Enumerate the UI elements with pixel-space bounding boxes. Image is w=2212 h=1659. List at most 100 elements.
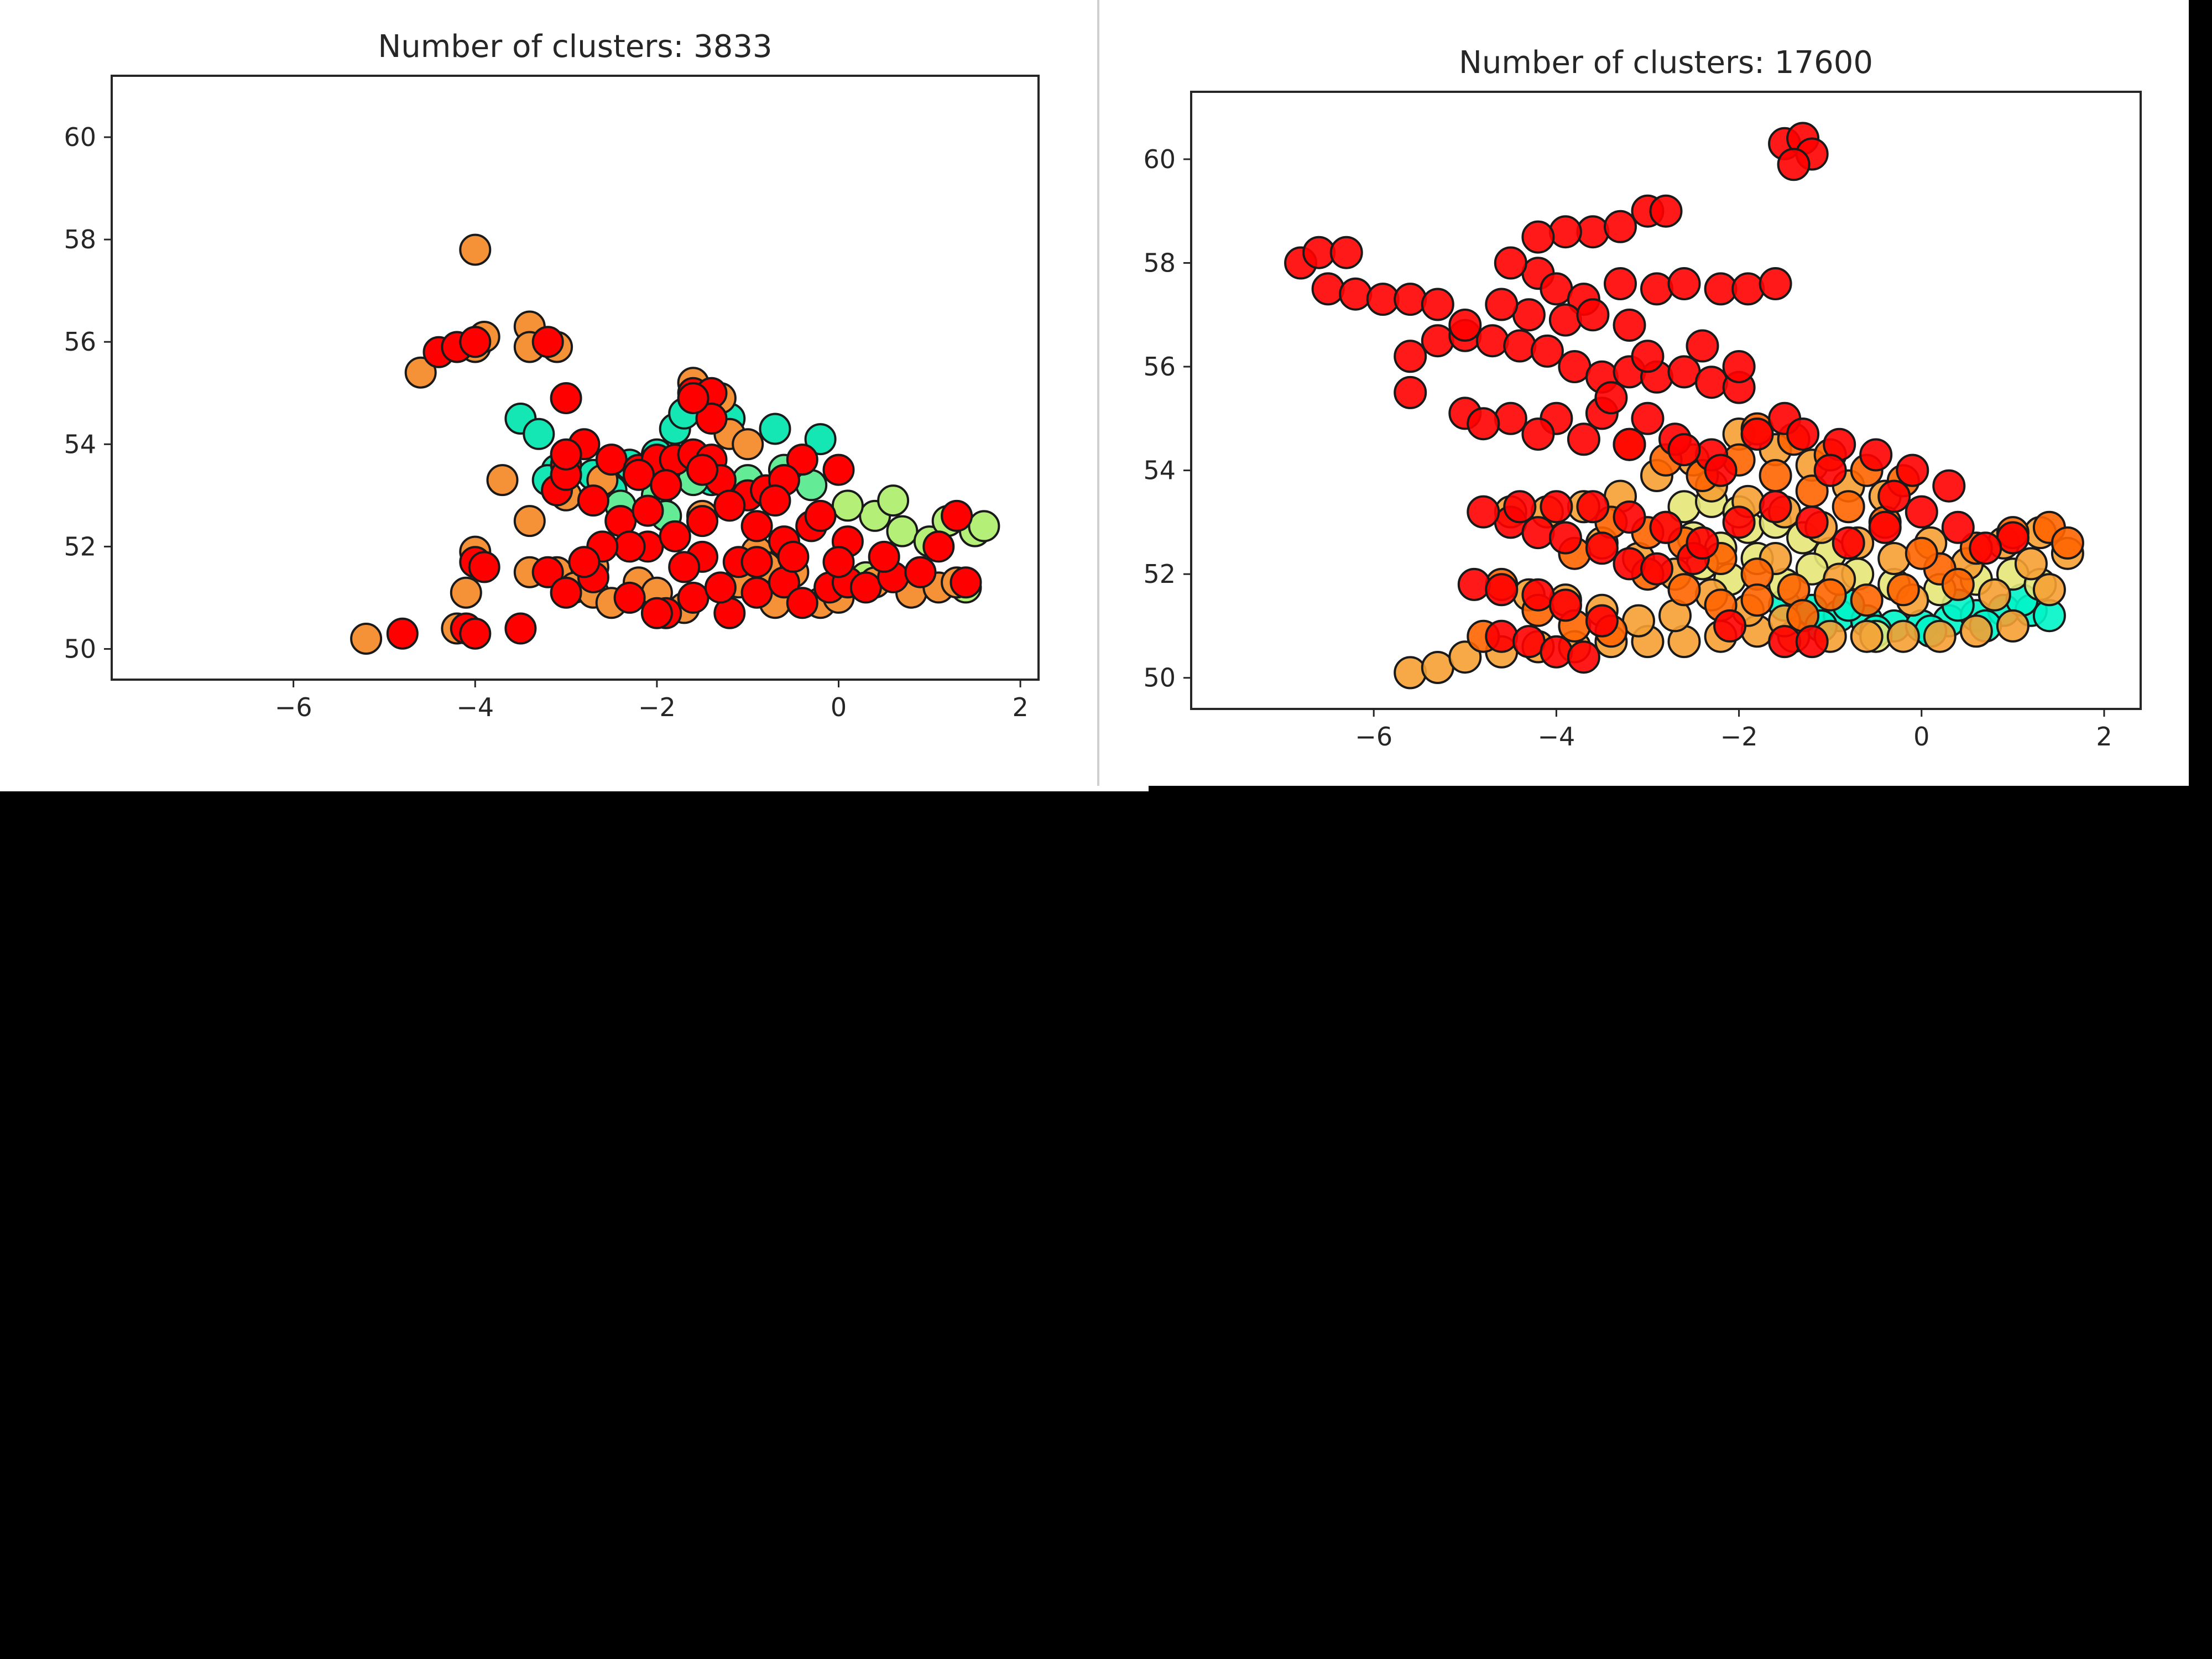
scatter-point [1394, 283, 1427, 316]
right-scatter-chart: Number of clusters: 17600 −6 −4 −2 0 2 50 52 54… [1143, 45, 2142, 752]
y-tick-label: 58 [1143, 248, 1176, 278]
scatter-point [1512, 298, 1546, 332]
scatter-point [1467, 495, 1500, 529]
scatter-point [1832, 526, 1865, 560]
x-tick-label: −4 [1537, 722, 1575, 752]
scatter-point [668, 551, 701, 583]
scatter-point [1594, 381, 1628, 415]
scatter-point [1667, 267, 1701, 300]
scatter-point [922, 530, 955, 563]
scatter-point [1740, 583, 1774, 617]
scatter-point [1485, 288, 1519, 321]
x-tick-label: −6 [1355, 722, 1392, 752]
scatter-point [1421, 324, 1454, 358]
scatter-point [1485, 619, 1519, 653]
scatter-point [1959, 614, 1993, 648]
scatter-point [577, 484, 609, 517]
x-tick-label: 2 [2096, 722, 2112, 752]
axes-frame [1190, 91, 2142, 710]
scatter-point [2032, 573, 2066, 607]
scatter-point [1540, 635, 1573, 669]
scatter-point [523, 418, 555, 450]
scatter-point [1722, 505, 1756, 539]
scatter-point [1640, 272, 1673, 306]
scatter-point [1494, 401, 1527, 435]
scatter-point [822, 453, 855, 486]
scatter-point [1585, 531, 1619, 565]
scatter-point [740, 510, 773, 542]
y-tick-label: 60 [64, 122, 96, 152]
y-tick-label: 54 [64, 429, 96, 459]
scatter-point [1886, 619, 1920, 653]
scatter-point [1613, 427, 1646, 461]
scatter-point [740, 576, 773, 609]
scatter-point [1394, 340, 1427, 373]
scatter-point [1813, 578, 1847, 612]
chart-title: Number of clusters: 17600 [1459, 45, 1873, 81]
scatter-point [1548, 215, 1582, 249]
scatter-point [1329, 236, 1363, 269]
scatter-point [1740, 418, 1774, 451]
scatter-point [1394, 656, 1427, 690]
x-tick-label: 0 [1913, 722, 1929, 752]
scatter-point [1494, 246, 1527, 280]
scatter-point [686, 453, 718, 486]
scatter-point [695, 403, 728, 435]
scatter-point [623, 458, 655, 491]
scatter-point [1905, 536, 1938, 570]
scatter-point [1457, 567, 1491, 601]
scatter-point [1896, 453, 1929, 487]
scatter-point [1567, 422, 1600, 456]
scatter-point [1704, 453, 1738, 487]
scatter-point [1686, 329, 1719, 363]
scatter-point [1759, 267, 1792, 300]
scatter-point [1795, 625, 1829, 659]
scatter-point [1485, 573, 1519, 607]
scatter-point [1604, 210, 1637, 243]
scatter-point [1548, 303, 1582, 337]
scatter-point [632, 494, 664, 527]
scatter-point [1448, 309, 1482, 342]
scatter-point [877, 484, 910, 517]
y-tick-label: 52 [64, 531, 96, 561]
scatter-point [404, 356, 437, 389]
scatter-points [1284, 122, 2084, 690]
y-tick-label: 50 [1143, 663, 1176, 693]
x-tick-label: −4 [456, 692, 494, 722]
scatter-point [904, 556, 937, 588]
scatter-point [1941, 510, 1975, 544]
scatter-point [640, 597, 673, 629]
scatter-point [732, 428, 764, 461]
chart-title: Number of clusters: 3833 [378, 29, 772, 65]
scatter-point [777, 540, 810, 573]
scatter-point [1339, 277, 1373, 311]
scatter-point [1503, 329, 1537, 363]
x-tick-label: −2 [638, 692, 676, 722]
scatter-point [1759, 490, 1792, 524]
scatter-point [459, 233, 492, 266]
scatter-point [386, 617, 419, 650]
scatter-point [1813, 453, 1847, 487]
scatter-point [550, 438, 582, 471]
scatter-point [1613, 547, 1646, 581]
scatter-point [968, 510, 1000, 542]
x-tick-label: 2 [1012, 692, 1028, 722]
scatter-point [1631, 401, 1665, 435]
scatter-point [950, 566, 982, 599]
y-tick-label: 58 [64, 225, 96, 254]
scatter-point [1667, 573, 1701, 607]
scatter-point [1585, 604, 1619, 638]
scatter-point [1467, 407, 1500, 441]
scatter-point [1448, 640, 1482, 674]
scatter-point [1795, 505, 1829, 539]
panel-divider [1097, 0, 1099, 786]
scatter-point [459, 617, 492, 650]
scatter-point [1604, 267, 1637, 300]
scatter-point [1695, 366, 1728, 399]
scatter-point [1521, 418, 1555, 451]
axes-frame [111, 75, 1040, 681]
scatter-point [1877, 479, 1911, 513]
scatter-point [1850, 583, 1884, 617]
scatter-point [677, 382, 709, 414]
scatter-point [1311, 272, 1345, 306]
